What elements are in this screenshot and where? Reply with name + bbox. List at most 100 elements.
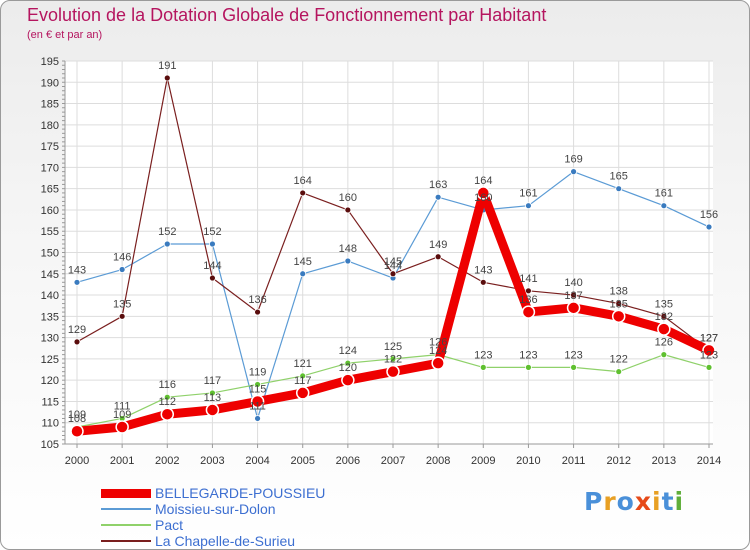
y-tick-label: 110 (41, 418, 59, 430)
y-tick-label: 105 (41, 439, 59, 451)
data-label: 191 (158, 60, 176, 72)
data-label: 152 (158, 226, 176, 238)
data-label: 108 (68, 413, 86, 425)
x-tick-label: 2004 (245, 455, 269, 467)
data-point (570, 363, 577, 371)
data-point (476, 186, 491, 200)
data-label: 121 (294, 358, 312, 370)
data-point (118, 266, 126, 273)
legend-swatch (101, 524, 151, 526)
x-tick-label: 2011 (562, 455, 586, 467)
data-label: 109 (113, 409, 131, 421)
data-label: 136 (519, 294, 537, 306)
data-label: 160 (474, 192, 492, 204)
data-label: 145 (294, 256, 312, 268)
data-label: 135 (113, 298, 131, 310)
data-point (299, 189, 307, 197)
x-tick-label: 2009 (471, 455, 495, 467)
data-label: 169 (564, 154, 582, 166)
data-point (615, 185, 623, 193)
data-point (431, 356, 445, 370)
data-point (525, 287, 532, 295)
y-tick-label: 150 (41, 248, 59, 260)
data-label: 119 (249, 366, 267, 378)
data-point (299, 372, 307, 380)
data-point (705, 363, 713, 371)
y-tick-label: 175 (41, 141, 59, 153)
x-tick-label: 2001 (110, 455, 134, 467)
data-label: 124 (339, 345, 357, 357)
data-label: 138 (610, 286, 628, 298)
data-point (295, 386, 310, 400)
data-label: 161 (519, 188, 537, 200)
data-point (525, 202, 532, 210)
data-label: 148 (339, 243, 357, 255)
data-point (660, 312, 668, 320)
data-label: 126 (429, 337, 447, 349)
data-label: 161 (655, 188, 673, 200)
legend-label: Pact (155, 517, 184, 533)
data-label: 109 (68, 409, 86, 421)
data-label: 140 (564, 277, 582, 289)
data-point (570, 291, 577, 299)
data-point (615, 300, 623, 307)
data-label: 144 (203, 260, 221, 272)
data-label: 149 (429, 239, 447, 251)
data-label: 144 (384, 260, 402, 272)
data-point (163, 240, 171, 248)
data-label: 156 (700, 209, 718, 221)
data-label: 136 (248, 294, 266, 306)
data-label: 135 (655, 298, 673, 310)
data-point (254, 308, 261, 316)
proxiti-logo: Proxiti (584, 487, 685, 516)
y-tick-label: 195 (41, 56, 59, 68)
data-label: 125 (384, 341, 402, 353)
legend-label: BELLEGARDE-POUSSIEU (155, 485, 326, 501)
data-point (209, 240, 216, 248)
data-point (657, 322, 671, 336)
data-point (341, 373, 355, 387)
data-point (209, 389, 216, 397)
data-label: 126 (655, 337, 673, 349)
data-point (299, 270, 307, 278)
data-label: 123 (564, 349, 582, 361)
data-label: 122 (384, 354, 402, 366)
y-tick-label: 165 (41, 184, 59, 196)
x-tick-label: 2013 (652, 455, 676, 467)
data-point (389, 270, 397, 278)
y-tick-label: 180 (41, 120, 59, 132)
y-tick-label: 145 (41, 269, 59, 281)
data-label: 122 (610, 354, 628, 366)
legend-swatch (101, 488, 151, 498)
y-tick-label: 155 (41, 226, 59, 238)
data-point (479, 278, 487, 286)
data-point (702, 343, 716, 358)
y-tick-label: 190 (41, 77, 59, 89)
y-tick-label: 140 (41, 290, 59, 302)
data-label: 141 (519, 273, 537, 285)
data-point (525, 363, 532, 371)
data-point (344, 257, 352, 265)
data-label: 146 (113, 252, 131, 264)
data-label: 120 (339, 362, 357, 374)
legend-swatch (101, 540, 151, 542)
data-label: 113 (204, 392, 222, 404)
x-tick-label: 2010 (516, 455, 540, 467)
data-point (115, 420, 129, 434)
data-label: 143 (68, 264, 86, 276)
chart-title: Evolution de la Dotation Globale de Fonc… (27, 5, 547, 25)
data-label: 112 (159, 396, 177, 408)
chart-subtitle: (en € et par an) (27, 29, 103, 41)
data-point (73, 278, 81, 286)
data-label: 116 (159, 379, 177, 391)
x-tick-label: 2002 (155, 455, 179, 467)
data-point (566, 301, 581, 315)
data-point (434, 253, 442, 261)
data-point (209, 274, 216, 282)
y-tick-label: 160 (41, 205, 59, 217)
y-tick-label: 130 (41, 333, 59, 345)
data-label: 111 (249, 400, 266, 412)
data-point (705, 223, 713, 231)
